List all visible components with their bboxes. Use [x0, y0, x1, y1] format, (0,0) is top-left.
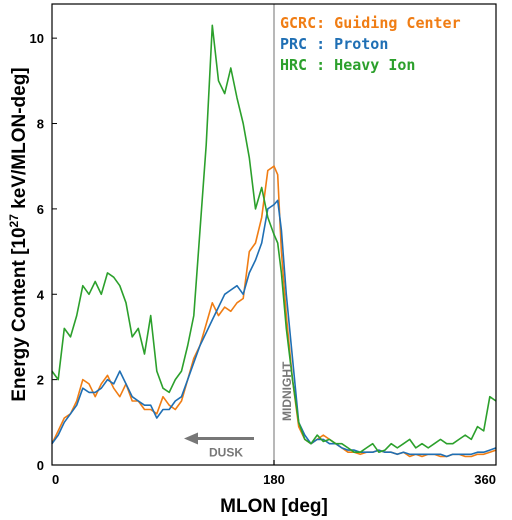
- legend-entry-3: HRC : Heavy Ion: [280, 56, 415, 74]
- series-line-2: [51, 199, 497, 458]
- y-tick-label-0: 0: [37, 458, 44, 473]
- legend-entry-2: PRC : Proton: [280, 35, 388, 53]
- midnight-label: MIDNIGHT: [280, 361, 294, 421]
- y-tick-label-2: 2: [37, 373, 44, 388]
- x-tick-label-360: 360: [474, 472, 496, 487]
- legend-entry-1: GCRC: Guiding Center: [280, 14, 461, 32]
- y-tick-label-10: 10: [30, 31, 44, 46]
- dusk-arrow-head: [184, 432, 198, 445]
- dusk-label: DUSK: [209, 446, 243, 460]
- y-tick-label-4: 4: [37, 287, 45, 302]
- plot-area: 0 2 4 6 8 10 0 180 360 MLON [deg] Energy Content […: [7, 3, 497, 517]
- x-axis-title: MLON [deg]: [220, 496, 328, 517]
- series-line-3: [51, 24, 497, 454]
- y-axis-title: Energy Content [1027 keV/MLON-deg]: [7, 67, 30, 401]
- x-tick-label-180: 180: [263, 472, 285, 487]
- x-tick-label-0: 0: [52, 472, 59, 487]
- y-tick-label-8: 8: [37, 117, 44, 132]
- y-tick-label-6: 6: [37, 202, 44, 217]
